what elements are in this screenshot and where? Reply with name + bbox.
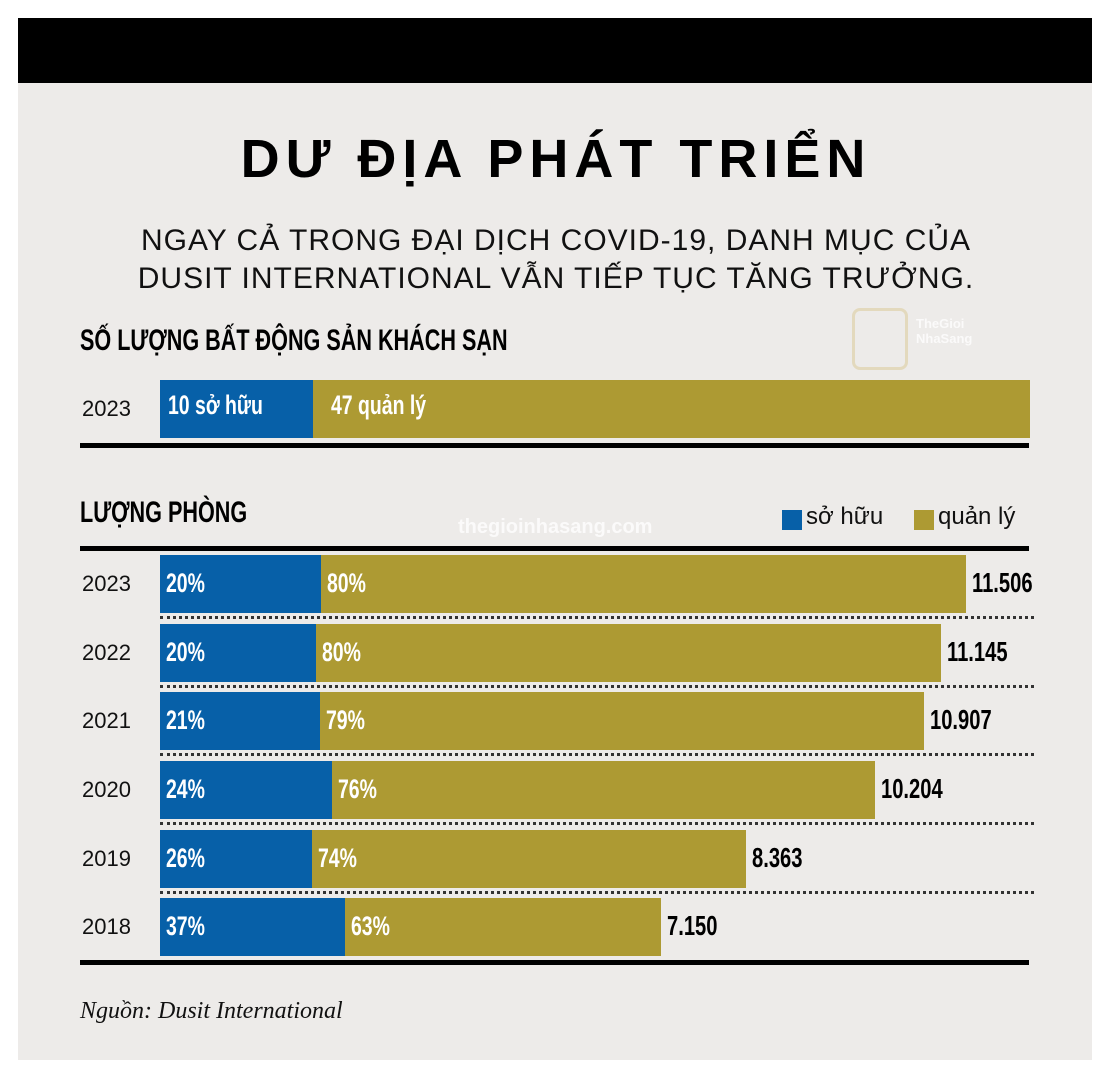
year-label: 2023 — [82, 571, 131, 596]
bar-total-label-text: 8.363 — [751, 842, 803, 873]
watermark-logo-text: TheGioi NhaSang — [916, 316, 973, 346]
row-separator — [160, 891, 1034, 894]
bar-owned-label: 10 sở hữu — [168, 390, 300, 421]
bar-owned — [160, 692, 321, 750]
bar-managed-label-text: 63% — [351, 911, 391, 941]
bar-total-label-text: 7.150 — [666, 910, 718, 941]
subtitle-line-2: DUSIT INTERNATIONAL VẪN TIẾP TỤC TĂNG TR… — [137, 262, 975, 295]
year-label: 2022 — [82, 640, 131, 665]
legend-owned-swatch — [782, 510, 802, 530]
bar-managed-label-text: 76% — [337, 774, 377, 804]
rooms-baseline — [80, 960, 1029, 965]
bar-owned-label: 26% — [166, 843, 220, 874]
bar-total-label: 11.145 — [947, 636, 1031, 668]
bar-managed — [331, 761, 875, 819]
year-label: 2021 — [82, 708, 131, 733]
bar-owned-label-text: 26% — [166, 843, 205, 873]
bar-owned-label-text: 24% — [166, 774, 205, 804]
bar-managed-label: 80% — [327, 568, 381, 599]
bar-managed — [316, 624, 941, 682]
bar-managed-label-text: 80% — [322, 637, 362, 667]
legend-managed-label: quản lý — [938, 503, 1016, 530]
bar-total-label: 10.907 — [930, 704, 1016, 736]
row-separator — [160, 616, 1034, 619]
bar-owned-label-text: 21% — [166, 705, 205, 735]
bar-total-label-text: 11.145 — [946, 636, 1008, 667]
bar-managed-label: 63% — [351, 911, 405, 942]
bar-managed — [321, 555, 966, 613]
legend-owned-label: sở hữu — [806, 503, 884, 530]
bar-managed-label-text: 47 quản lý — [330, 390, 426, 420]
bar-total-label-text: 10.907 — [930, 704, 992, 735]
legend-managed-swatch — [914, 510, 934, 530]
year-label: 2019 — [82, 846, 131, 871]
bar-managed-label-text: 79% — [326, 705, 366, 735]
bar-total-label: 11.506 — [972, 567, 1056, 599]
rooms-section-title: LƯỢNG PHÒNG — [80, 496, 312, 530]
bar-owned — [160, 830, 313, 888]
subtitle-line-1: NGAY CẢ TRONG ĐẠI DỊCH COVID-19, DANH MỤ… — [140, 224, 972, 257]
bar-owned-label-text: 20% — [166, 637, 205, 667]
row-separator — [160, 685, 1034, 688]
properties-baseline — [80, 443, 1029, 448]
subtitle: NGAY CẢ TRONG ĐẠI DỊCH COVID-19, DANH MỤ… — [0, 222, 1112, 298]
bar-managed-label-text: 80% — [327, 568, 367, 598]
bar-owned-label-text: 37% — [166, 911, 205, 941]
row-separator — [160, 822, 1034, 825]
year-label: 2023 — [82, 396, 131, 421]
bar-owned — [160, 380, 313, 438]
bar-managed-label: 74% — [318, 843, 372, 874]
rooms-title-text: LƯỢNG PHÒNG — [80, 496, 248, 529]
bar-total-label-text: 10.204 — [880, 773, 943, 804]
bar-managed-label-text: 74% — [318, 843, 358, 873]
bar-owned — [160, 761, 332, 819]
watermark-logo-icon — [852, 308, 908, 370]
bar-managed-label: 80% — [322, 637, 376, 668]
bar-owned-label: 21% — [166, 705, 220, 736]
bar-managed-label: 47 quản lý — [331, 390, 463, 421]
bar-owned-label: 20% — [166, 568, 220, 599]
bar-managed — [345, 898, 661, 956]
bar-owned — [160, 898, 346, 956]
bar-managed-label: 76% — [338, 774, 392, 805]
watermark-site: thegioinhasang.com — [458, 516, 653, 538]
bar-owned-label-text: 20% — [166, 568, 205, 598]
year-label: 2018 — [82, 914, 131, 939]
top-banner — [18, 18, 1092, 83]
bar-owned-label: 24% — [166, 774, 220, 805]
source-note: Nguồn: Dusit International — [80, 998, 343, 1024]
rooms-topline — [80, 546, 1029, 551]
bar-total-label: 10.204 — [881, 773, 967, 805]
bar-managed — [320, 692, 925, 750]
bar-owned-label-text: 10 sở hữu — [168, 390, 263, 420]
bar-managed — [312, 830, 746, 888]
bar-managed-label: 79% — [326, 705, 380, 736]
bar-owned-label: 37% — [166, 911, 220, 942]
page-title: DƯ ĐỊA PHÁT TRIỂN — [240, 129, 872, 189]
properties-section-title: SỐ LƯỢNG BẤT ĐỘNG SẢN KHÁCH SẠN — [80, 324, 674, 358]
properties-title-text: SỐ LƯỢNG BẤT ĐỘNG SẢN KHÁCH SẠN — [80, 324, 508, 357]
bar-owned-label: 20% — [166, 637, 220, 668]
bar-managed — [312, 380, 1030, 438]
bar-total-label: 8.363 — [752, 842, 822, 874]
row-separator — [160, 753, 1034, 756]
bar-total-label-text: 11.506 — [972, 567, 1033, 598]
bar-owned — [160, 555, 322, 613]
year-label: 2020 — [82, 777, 131, 802]
bar-total-label: 7.150 — [667, 910, 737, 942]
bar-owned — [160, 624, 317, 682]
